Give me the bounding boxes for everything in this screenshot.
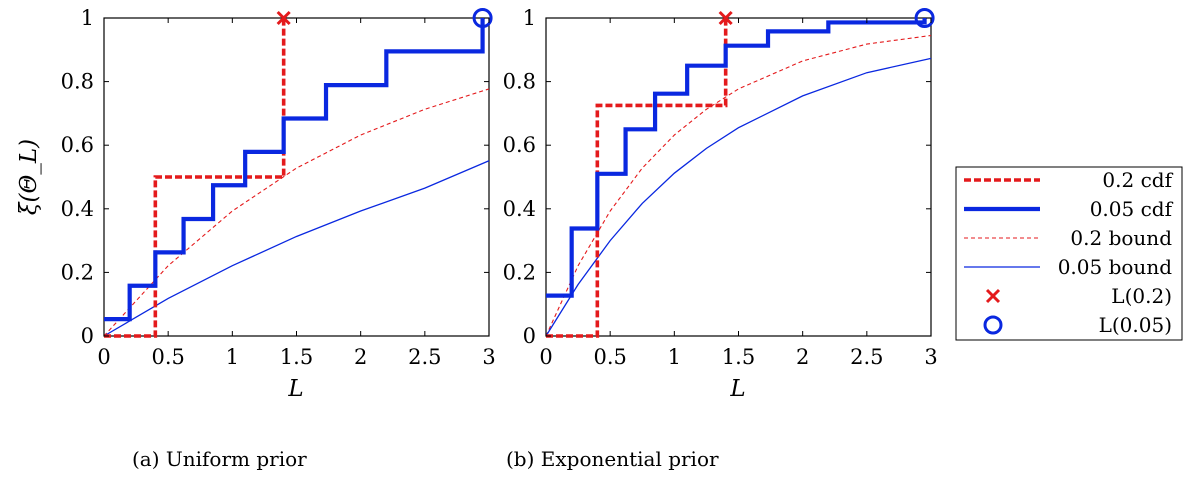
legend-entry: L(0.2) xyxy=(985,284,1172,308)
y-ticks: 0 0.2 0.4 0.6 0.8 1 xyxy=(503,6,931,348)
series-l-0-05-marker xyxy=(472,8,493,28)
legend-label: L(0.05) xyxy=(1099,313,1172,337)
panel-exponential-prior: 0 0.5 1 1.5 2 2.5 3 0 0.2 0.4 0.6 0.8 1 L (b) Expon… xyxy=(503,6,938,471)
plot-frame xyxy=(545,17,932,337)
legend-entries: 0.2 cdf 0.05 cdf 0.2 bound 0.05 bound L(0.2)… xyxy=(964,168,1174,337)
series-0-2-cdf xyxy=(546,18,728,338)
legend-entry: L(0.05) xyxy=(983,313,1172,337)
legend-box xyxy=(955,166,1183,341)
legend-entry: 0.2 bound xyxy=(964,226,1172,250)
y-ticks: 0 0.2 0.4 0.6 0.8 1 xyxy=(61,6,489,348)
y-tick-label: 0.6 xyxy=(61,133,94,157)
legend-entry: 0.2 cdf xyxy=(964,168,1174,192)
legend-label: 0.05 bound xyxy=(1058,255,1172,279)
series-0-2-bound xyxy=(545,34,932,337)
y-tick-label: 1 xyxy=(523,6,536,30)
x-tick-label: 3 xyxy=(924,345,937,369)
series-l-0-05-marker xyxy=(914,8,935,28)
x-tick-label: 3 xyxy=(482,345,495,369)
x-tick-label: 0 xyxy=(539,345,552,369)
x-tick-label: 1.5 xyxy=(722,345,755,369)
x-ticks: 0 0.5 1 1.5 2 2.5 3 xyxy=(97,18,496,369)
y-tick-label: 0.4 xyxy=(61,197,94,221)
y-tick-label: 0.2 xyxy=(503,260,536,284)
caption-b: (b) Exponential prior xyxy=(506,447,719,471)
series-0-05-cdf xyxy=(546,18,927,298)
y-tick-label: 0.4 xyxy=(503,197,536,221)
legend-entry: 0.05 bound xyxy=(964,255,1172,279)
y-tick-label: 0 xyxy=(81,324,94,348)
y-tick-label: 0.2 xyxy=(61,260,94,284)
x-tick-label: 1 xyxy=(668,345,681,369)
legend-label: 0.2 bound xyxy=(1070,226,1172,250)
x-tick-label: 1 xyxy=(226,345,239,369)
y-axis-label: ξ(Θ_L) xyxy=(16,139,42,215)
legend-entry: 0.05 cdf xyxy=(964,197,1174,221)
x-tick-label: 2 xyxy=(796,345,809,369)
legend-label: 0.2 cdf xyxy=(1102,168,1173,192)
legend-swatch xyxy=(985,288,1001,304)
x-tick-label: 1.5 xyxy=(280,345,313,369)
x-ticks: 0 0.5 1 1.5 2 2.5 3 xyxy=(539,18,938,369)
legend-swatch xyxy=(983,315,1003,335)
x-tick-label: 2 xyxy=(354,345,367,369)
y-tick-label: 0 xyxy=(523,324,536,348)
x-axis-label: L xyxy=(729,376,745,402)
series-layer xyxy=(103,8,493,338)
x-tick-label: 0.5 xyxy=(593,345,626,369)
x-tick-label: 2.5 xyxy=(850,345,883,369)
x-axis-label: L xyxy=(287,376,303,402)
y-tick-label: 1 xyxy=(81,6,94,30)
series-l-0-2-marker xyxy=(276,10,291,26)
series-0-2-bound xyxy=(103,88,490,337)
y-tick-label: 0.6 xyxy=(503,133,536,157)
panel-uniform-prior: 0 0.5 1 1.5 2 2.5 3 0 0.2 0.4 0.6 0.8 1 L ξ(Θ_L) (a… xyxy=(16,6,496,471)
x-tick-label: 0 xyxy=(97,345,110,369)
x-tick-label: 0.5 xyxy=(151,345,184,369)
series-0-05-bound xyxy=(545,57,932,337)
x-tick-label: 2.5 xyxy=(408,345,441,369)
legend-label: L(0.2) xyxy=(1111,284,1172,308)
legend: 0.2 cdf 0.05 cdf 0.2 bound 0.05 bound L(0.2)… xyxy=(955,166,1183,341)
legend-label: 0.05 cdf xyxy=(1090,197,1174,221)
caption-a: (a) Uniform prior xyxy=(132,447,307,471)
series-0-05-bound xyxy=(103,160,490,337)
series-layer xyxy=(545,8,935,338)
series-l-0-2-marker xyxy=(718,10,733,26)
series-0-05-cdf xyxy=(104,18,485,322)
y-tick-label: 0.8 xyxy=(61,70,94,94)
y-tick-label: 0.8 xyxy=(503,70,536,94)
